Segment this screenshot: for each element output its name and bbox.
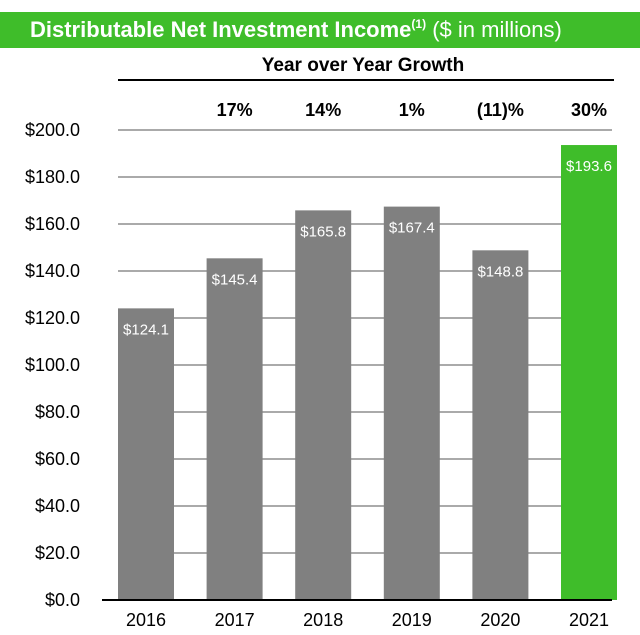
data-label: $193.6 xyxy=(566,158,612,175)
x-tick-label: 2017 xyxy=(215,610,255,630)
y-tick-label: $40.0 xyxy=(35,496,80,516)
chart-title-text: Distributable Net Investment Income xyxy=(30,17,412,42)
footnote-marker: (1) xyxy=(411,17,427,31)
data-label: $145.4 xyxy=(212,271,258,288)
y-tick-label: $140.0 xyxy=(25,261,80,281)
y-tick-label: $20.0 xyxy=(35,543,80,563)
units-label: ($ in millions) xyxy=(432,17,562,42)
data-label: $167.4 xyxy=(389,220,435,237)
data-label: $148.8 xyxy=(477,263,523,280)
y-tick-label: $100.0 xyxy=(25,355,80,375)
data-label: $165.8 xyxy=(300,223,346,240)
growth-heading: Year over Year Growth xyxy=(261,55,465,76)
y-tick-label: $0.0 xyxy=(45,590,80,610)
x-tick-label: 2021 xyxy=(569,610,609,630)
bar xyxy=(295,210,352,600)
chart-title: Distributable Net Investment Income(1) (… xyxy=(30,18,562,42)
bar xyxy=(118,308,174,600)
growth-label: 1% xyxy=(399,100,425,120)
y-tick-label: $160.0 xyxy=(25,214,80,234)
bar xyxy=(206,258,263,600)
growth-label: 14% xyxy=(305,100,341,120)
bar xyxy=(561,145,617,601)
growth-label: (11)% xyxy=(477,100,524,120)
y-tick-label: $200.0 xyxy=(25,120,80,140)
y-tick-label: $180.0 xyxy=(25,167,80,187)
x-tick-label: 2016 xyxy=(126,610,166,630)
y-tick-label: $60.0 xyxy=(35,449,80,469)
y-tick-label: $120.0 xyxy=(25,308,80,328)
x-tick-label: 2018 xyxy=(303,610,343,630)
growth-heading-rule xyxy=(118,79,614,81)
x-tick-label: 2019 xyxy=(392,610,432,630)
growth-label: 17% xyxy=(217,100,253,120)
chart-title-banner: Distributable Net Investment Income(1) (… xyxy=(0,12,640,48)
bar xyxy=(472,250,529,600)
bar xyxy=(383,206,440,601)
growth-label: 30% xyxy=(571,100,607,120)
x-tick-label: 2020 xyxy=(480,610,520,630)
data-label: $124.1 xyxy=(123,321,169,338)
y-tick-label: $80.0 xyxy=(35,402,80,422)
